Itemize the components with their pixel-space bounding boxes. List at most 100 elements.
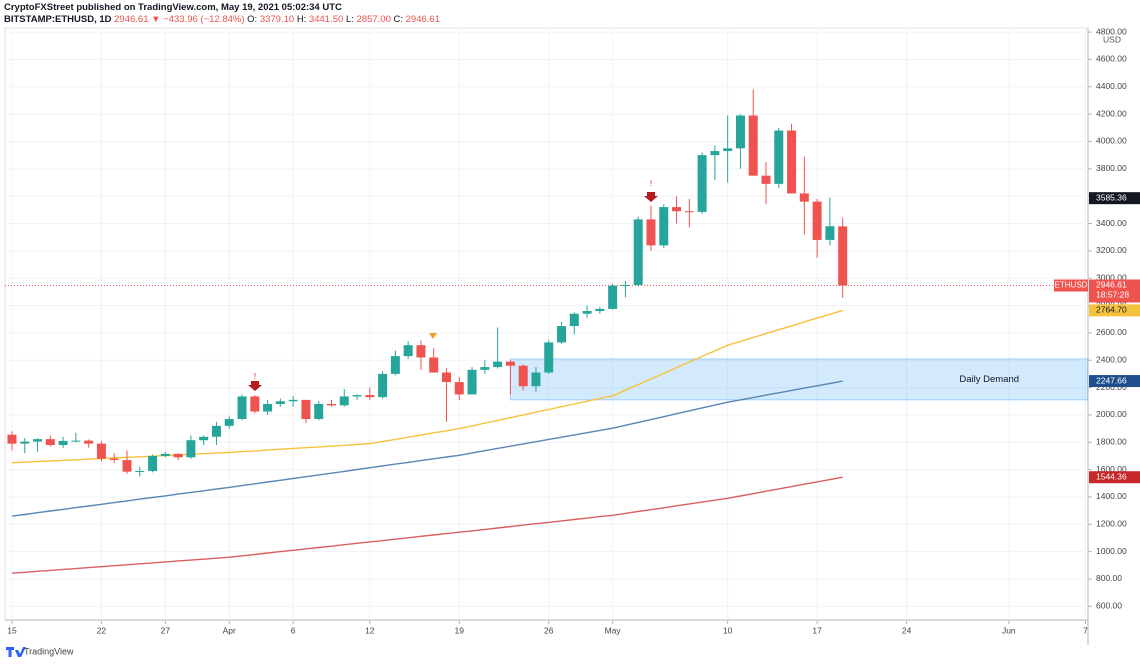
candle-body [7,434,17,444]
x-tick-label: Apr [223,625,236,635]
x-tick-label: 15 [7,625,17,635]
ohlc-label: C: [393,14,404,25]
candle-body [774,130,784,184]
symbol-box [1054,279,1088,292]
candle-body [148,455,158,471]
candle-body [416,345,426,358]
candle-body [275,401,285,404]
demand-zone [509,358,1088,401]
y-tick-label: 3400.00 [1096,218,1127,228]
candle-body [352,395,362,397]
candle-body [45,439,55,445]
candle-body [173,453,183,458]
y-tick-label: 3200.00 [1096,245,1127,255]
price-label-box [1089,304,1140,317]
candle-body [620,285,630,287]
ohlc-value: 3441.50 [308,14,344,25]
symbol-label: ETHUSD [1055,281,1088,290]
y-tick-label: 800.00 [1096,573,1122,583]
candle-body [825,226,835,240]
x-tick-label: May [605,625,622,635]
candle-body [710,151,720,156]
candle-body [608,285,618,309]
y-tick-label: 1600.00 [1096,464,1127,474]
candle-body [160,453,170,456]
candle-body [390,356,400,374]
header-publisher: CryptoFXStreet published on TradingView.… [4,2,342,13]
x-tick-label: 12 [365,625,375,635]
candle-body [799,193,809,202]
price-label-box [1089,471,1140,484]
candle-body [480,367,490,370]
candle-body [122,460,132,472]
candle-body [735,115,745,149]
y-tick-label: 1200.00 [1096,519,1127,529]
ohlc-readout: O: 3379.10 H: 3441.50 L: 2857.00 C: 2946… [247,14,440,25]
price-label: 2764.70 [1096,305,1127,315]
candle-body [569,313,579,327]
y-tick-label: 1000.00 [1096,546,1127,556]
candle-body [263,403,273,412]
countdown: 18:57:28 [1096,290,1129,300]
ohlc-value: 2857.00 [356,14,391,25]
candle-body [429,357,439,373]
axes: 600.00 800.00 1000.00 1200.00 1400.00 1600.00… [7,26,1140,635]
candle-body [135,470,145,472]
candle-body [557,326,567,343]
candle-body [672,207,682,212]
candle-body [544,342,554,373]
y-tick-label: 3000.00 [1096,272,1127,282]
candle-body [697,155,707,212]
y-tick-label: 4000.00 [1096,136,1127,146]
x-tick-label: 10 [723,625,733,635]
price-change: 2946.61 ▼ −433.96 (−12.84%) [114,14,245,25]
y-tick-label: 4800.00 [1096,26,1127,36]
candle-body [314,403,324,420]
candle-body [199,436,209,441]
candle-body [838,226,848,286]
candle-body [633,219,643,286]
signal-mark: ! [650,179,652,188]
y-tick-label: 2400.00 [1096,354,1127,364]
signal-arrow [248,381,262,391]
candle-body [723,148,733,152]
x-tick-label: 26 [544,625,554,635]
last-price-value: 2946.61 [1096,280,1127,290]
currency-label: USD [1103,34,1121,44]
candle-body [467,369,477,395]
candle-body [326,403,336,406]
y-tick-label: 2000.00 [1096,409,1127,419]
candle-body [595,308,605,312]
x-tick-label: 22 [97,625,107,635]
moving-average [11,476,843,574]
x-tick-label: Jun [1002,625,1016,635]
candle-body [237,396,247,420]
ohlc-value: 3379.10 [259,14,295,25]
y-tick-label: 4400.00 [1096,81,1127,91]
publisher-text: CryptoFXStreet published on TradingView.… [4,2,342,13]
plot-area: Daily Demand [5,28,1088,620]
price-label: 3585.36 [1096,192,1127,202]
price-label: 2247.66 [1096,375,1127,385]
candle-body [109,458,119,461]
x-tick-label: 17 [812,625,822,635]
header-symbol: BITSTAMP:ETHUSD, 1D 2946.61 ▼ −433.96 (−… [4,14,440,25]
y-tick-label: 4600.00 [1096,54,1127,64]
zone-label: Daily Demand [959,374,1019,385]
moving-average [11,380,843,517]
candle-body [812,201,822,240]
signal-mark: ! [254,372,256,381]
candle-body [186,440,196,458]
candle-body [33,439,43,442]
candle-body [339,396,349,406]
plot-frame [4,27,1089,621]
candle-body [748,115,758,176]
candle-body [58,440,68,445]
x-tick-label: 7 [1083,625,1088,635]
ohlc-value: 2946.61 [405,14,440,25]
candle-body [288,399,298,402]
y-tick-label: 600.00 [1096,601,1122,611]
candle-body [71,440,81,442]
